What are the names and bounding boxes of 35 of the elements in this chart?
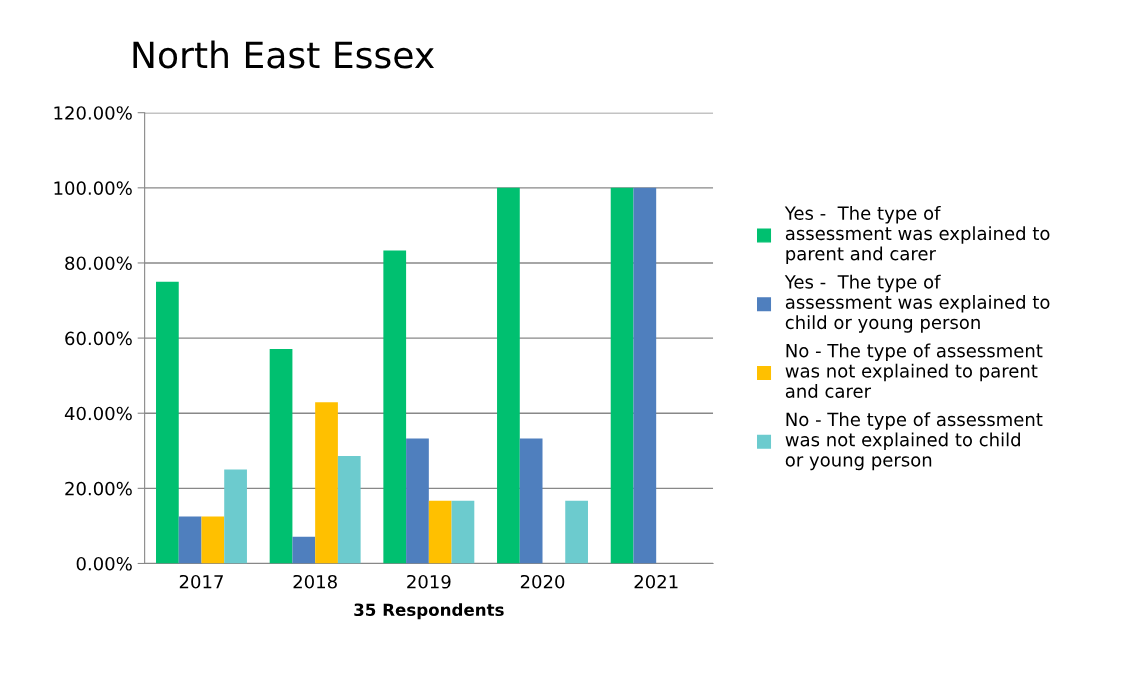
x-tick-label: 2017	[179, 574, 223, 589]
bar	[497, 187, 520, 564]
bar	[451, 500, 475, 564]
bar	[156, 281, 179, 564]
y-tick-label: 80.00%	[65, 256, 132, 271]
x-tick-label: 2018	[293, 574, 337, 589]
bar	[406, 438, 429, 564]
bar	[292, 536, 316, 564]
legend-label: Yes - The type of assessment was explained to child or young person	[784, 274, 1050, 333]
bar	[201, 516, 225, 564]
bar	[337, 456, 361, 564]
y-tick-label: 40.00%	[64, 406, 132, 421]
x-tick-label: 2019	[407, 574, 451, 589]
x-tick-label: 2021	[634, 574, 678, 589]
y-tick-label: 120.00%	[54, 106, 132, 120]
bar	[269, 348, 293, 564]
chart-title: North East Essex	[133, 40, 435, 69]
bar	[519, 438, 543, 564]
bar	[383, 250, 407, 564]
bar	[224, 469, 247, 564]
legend-label: Yes - The type of assessment was explained to parent and carer	[784, 206, 1050, 264]
bar	[178, 516, 202, 564]
y-tick-label: 20.00%	[65, 481, 132, 496]
bar	[315, 402, 338, 564]
x-tick-label: 2020	[520, 574, 565, 589]
x-axis-title: 35 Respondents	[354, 603, 504, 620]
bar	[610, 187, 634, 564]
bar	[428, 500, 452, 564]
legend-label: No - The type of assessment was not explained to parent and carer	[785, 343, 1043, 398]
legend-label: No - The type of assessment was not explained to child or young person	[785, 412, 1043, 471]
bar	[633, 187, 657, 564]
y-tick-label: 60.00%	[65, 331, 132, 346]
y-tick-label: 0.00%	[76, 556, 132, 571]
y-tick-label: 100.00%	[54, 181, 132, 195]
bar	[565, 500, 588, 564]
